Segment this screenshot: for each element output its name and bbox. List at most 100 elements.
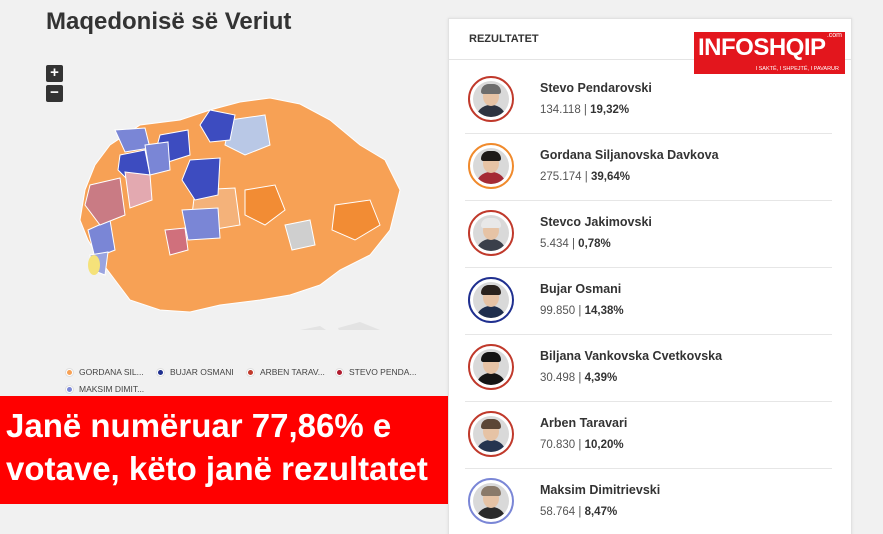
results-panel: REZULTATET (448, 18, 852, 534)
headline-line-1: Janë numëruar 77,86% e (6, 407, 392, 444)
legend-dot (247, 369, 254, 376)
candidate-votes: 30.498 (540, 372, 576, 384)
candidate-votes: 134.118 (540, 104, 581, 116)
candidate-photo (473, 81, 509, 117)
row-divider (465, 401, 832, 402)
photo-body (476, 306, 506, 318)
legend-item[interactable]: STEVO PENDA... (336, 367, 417, 377)
candidate-stats: 275.174 | 39,64% (540, 171, 630, 183)
candidate-name: Gordana Siljanovska Davkova (540, 148, 719, 162)
logo-text: INFOSHQIP (698, 34, 826, 61)
candidate-percent: 39,64% (590, 171, 630, 183)
infoshqip-logo[interactable]: INFOSHQIP .com I SAKTË, I SHPEJTË, I PAV… (694, 32, 845, 74)
candidate-photo (473, 483, 509, 519)
candidate-avatar (468, 411, 514, 457)
candidate-percent: 10,20% (584, 439, 624, 451)
map-region[interactable] (124, 171, 153, 209)
legend-label: GORDANA SIL... (79, 367, 144, 377)
candidate-percent: 0,78% (578, 238, 611, 250)
headline-line-2: votave, këto janë rezultatet (6, 450, 428, 487)
legend-item[interactable]: MAKSIM DIMIT... (66, 384, 144, 394)
zoom-in-button[interactable]: + (46, 65, 63, 82)
candidate-avatar (468, 76, 514, 122)
row-divider (465, 200, 832, 201)
photo-hair (481, 84, 501, 94)
candidate-avatar (468, 344, 514, 390)
candidate-stats: 58.764 | 8,47% (540, 506, 618, 518)
legend-label: MAKSIM DIMIT... (79, 384, 145, 394)
logo-domain: .com (826, 32, 842, 39)
candidate-photo (473, 282, 509, 318)
legend-item[interactable]: ARBEN TARAV... (247, 367, 325, 377)
map-region[interactable] (181, 157, 221, 201)
headline-text: Janë numëruar 77,86% e votave, këto janë… (6, 404, 428, 490)
photo-body (476, 373, 506, 385)
candidate-stats: 134.118 | 19,32% (540, 104, 630, 116)
photo-hair (481, 218, 501, 228)
photo-hair (481, 352, 501, 362)
map-region[interactable] (244, 184, 286, 226)
candidate-row[interactable]: Gordana Siljanovska Davkova 275.174 | 39,… (448, 134, 852, 201)
candidate-percent: 14,38% (584, 305, 624, 317)
candidate-row[interactable]: Biljana Vankovska Cvetkovska 30.498 | 4,3… (448, 335, 852, 402)
row-divider (465, 267, 832, 268)
map-region[interactable] (144, 141, 171, 176)
legend-dot (66, 369, 73, 376)
candidate-name: Maksim Dimitrievski (540, 483, 661, 497)
candidate-row[interactable]: Arben Taravari 70.830 | 10,20% (448, 402, 852, 469)
candidate-avatar (468, 277, 514, 323)
candidate-stats: 99.850 | 14,38% (540, 305, 624, 317)
logo-tagline: I SAKTË, I SHPEJTË, I PAVARUR (755, 66, 839, 72)
legend-label: ARBEN TARAV... (260, 367, 325, 377)
candidate-photo (473, 416, 509, 452)
candidate-percent: 19,32% (590, 104, 630, 116)
candidate-name: Biljana Vankovska Cvetkovska (540, 349, 723, 363)
row-divider (465, 133, 832, 134)
candidate-votes: 70.830 (540, 439, 576, 451)
photo-hair (481, 419, 501, 429)
candidate-row[interactable]: Stevco Jakimovski 5.434 | 0,78% (448, 201, 852, 268)
candidate-votes: 99.850 (540, 305, 576, 317)
map-region[interactable] (199, 109, 236, 143)
world-watermark (300, 322, 380, 330)
candidate-row[interactable]: Bujar Osmani 99.850 | 14,38% (448, 268, 852, 335)
candidate-name: Arben Taravari (540, 416, 628, 430)
candidate-votes: 275.174 (540, 171, 582, 183)
candidate-percent: 8,47% (584, 506, 618, 518)
candidate-avatar (468, 478, 514, 524)
candidate-photo (473, 215, 509, 251)
results-map[interactable] (70, 90, 410, 330)
photo-hair (481, 486, 501, 496)
map-region[interactable] (284, 219, 316, 251)
photo-hair (481, 285, 501, 295)
map-region[interactable] (84, 177, 126, 226)
zoom-out-button[interactable]: − (46, 85, 63, 102)
legend-label: BUJAR OSMANI (170, 367, 234, 377)
map-region[interactable] (331, 199, 381, 241)
map-region[interactable] (181, 207, 221, 241)
candidate-votes: 5.434 (540, 238, 569, 250)
candidate-name: Bujar Osmani (540, 282, 622, 296)
photo-body (476, 440, 506, 452)
map-lake (88, 255, 100, 275)
candidate-photo (473, 349, 509, 385)
legend-dot (66, 386, 73, 393)
map-region[interactable] (164, 227, 189, 256)
photo-body (476, 105, 506, 117)
row-divider (465, 334, 832, 335)
legend-item[interactable]: GORDANA SIL... (66, 367, 144, 377)
candidate-percent: 4,39% (584, 372, 618, 384)
row-divider (465, 468, 832, 469)
candidate-name: Stevco Jakimovski (540, 215, 652, 229)
candidate-avatar (468, 143, 514, 189)
panel-divider (449, 59, 851, 60)
candidate-stats: 5.434 | 0,78% (540, 238, 611, 250)
legend-dot (157, 369, 164, 376)
candidate-row[interactable]: Maksim Dimitrievski 58.764 | 8,47% (448, 469, 852, 534)
candidate-row[interactable]: Stevo Pendarovski 134.118 | 19,32% (448, 67, 852, 134)
candidate-name: Stevo Pendarovski (540, 81, 652, 95)
photo-body (476, 172, 506, 184)
legend-dot (336, 369, 343, 376)
candidate-stats: 30.498 | 4,39% (540, 372, 618, 384)
legend-item[interactable]: BUJAR OSMANI (157, 367, 234, 377)
